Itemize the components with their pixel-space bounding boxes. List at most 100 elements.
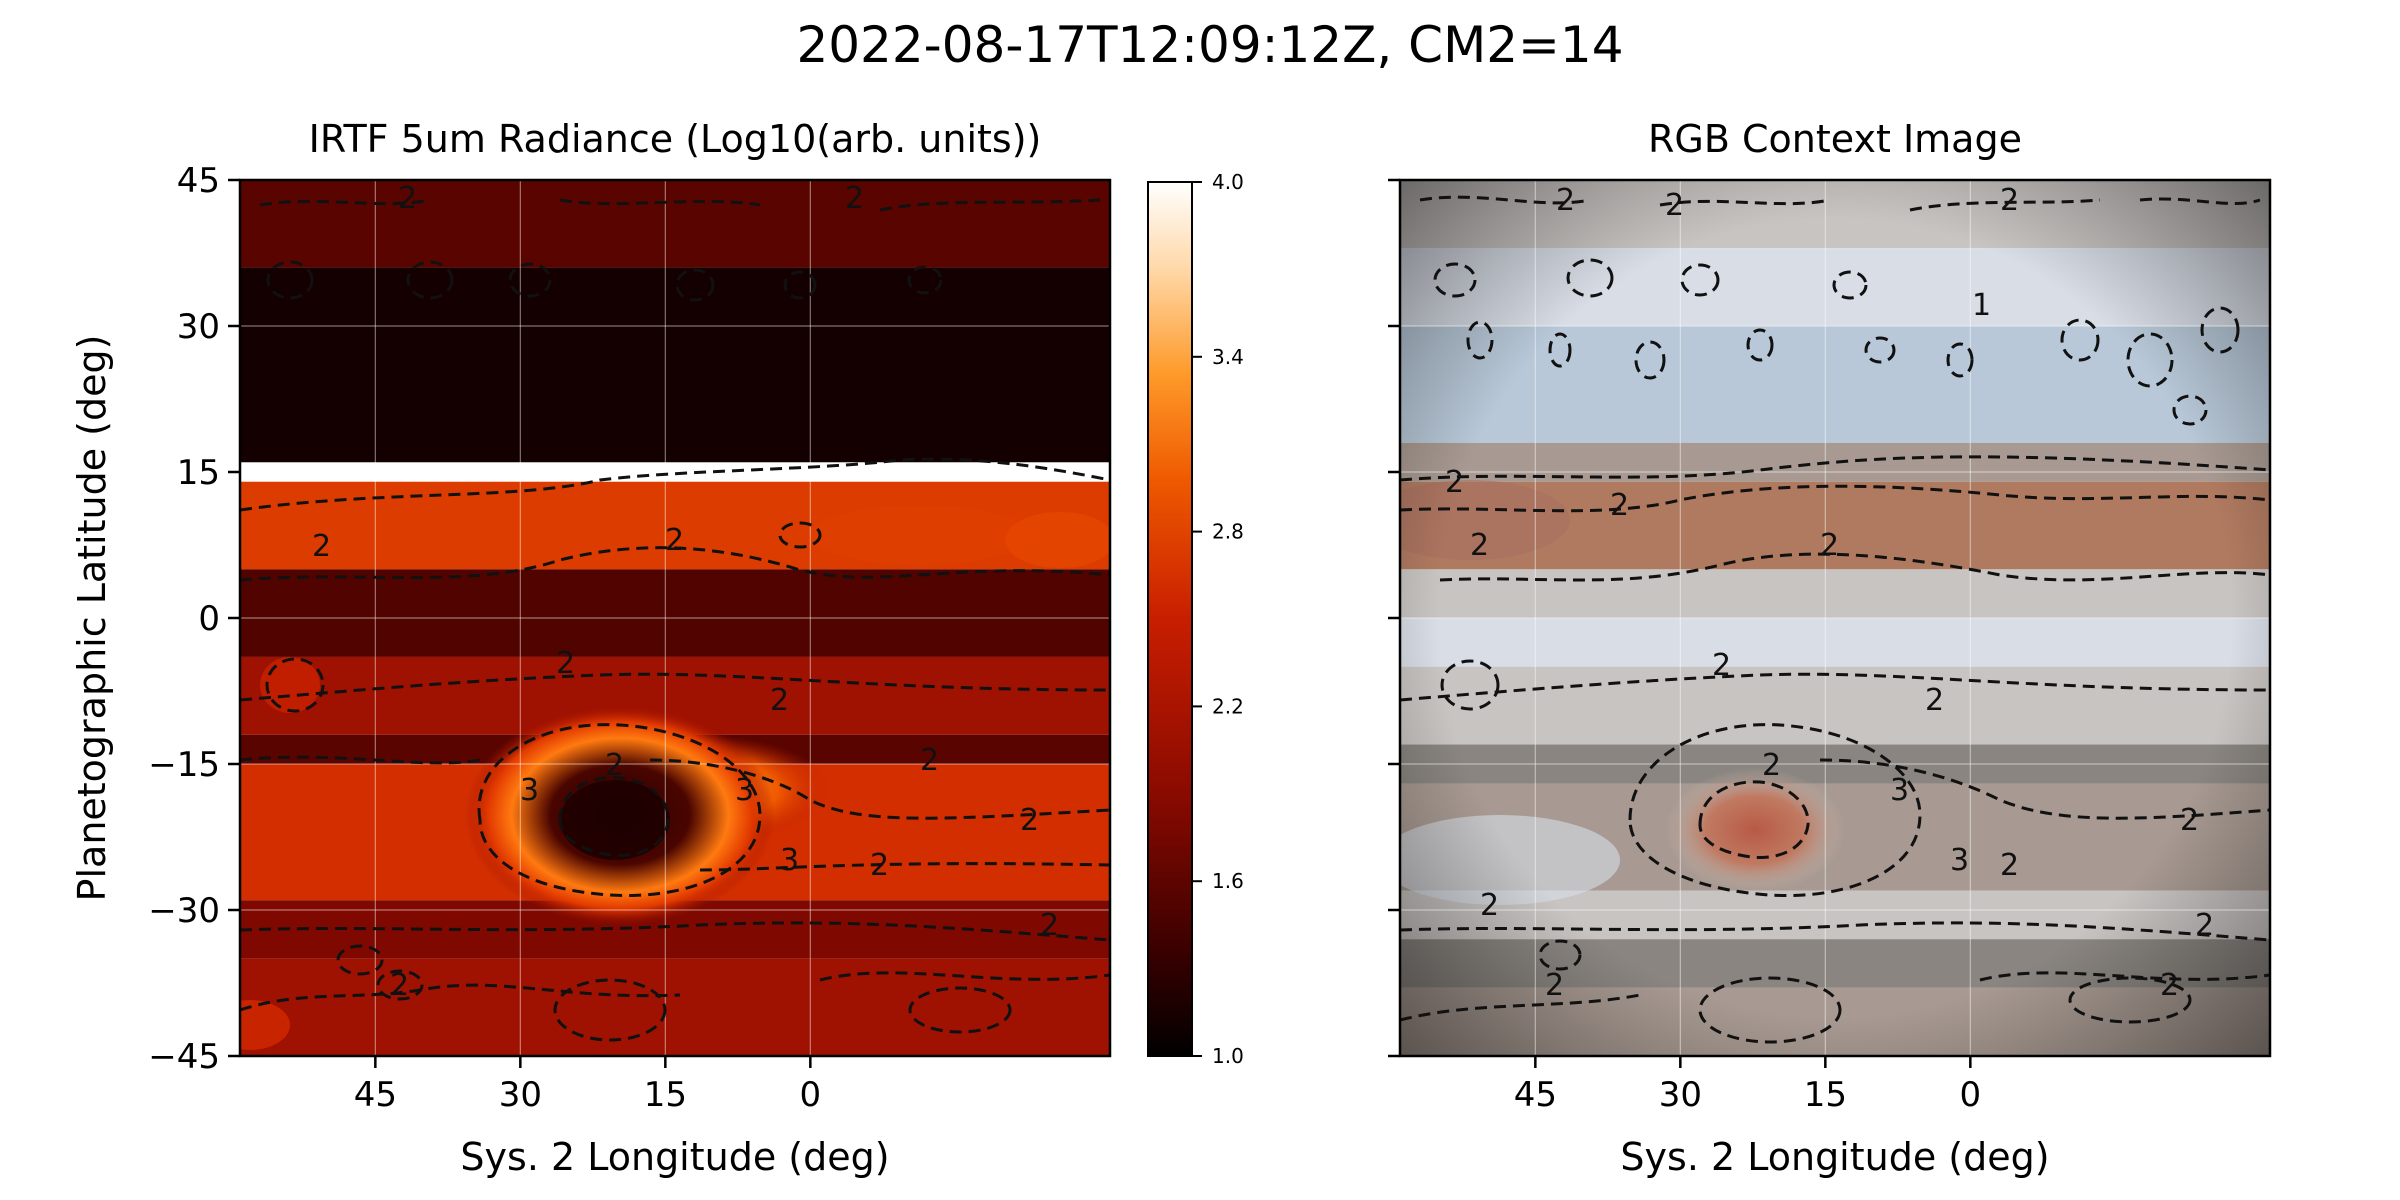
contour-line xyxy=(553,978,667,1042)
rgb-contours xyxy=(1400,195,2270,1044)
y-tick-label: 15 xyxy=(177,453,220,493)
contour-line xyxy=(1698,976,1842,1044)
contour-line xyxy=(778,521,822,549)
colorbar-tick-label: 2.8 xyxy=(1212,520,1244,544)
contour-line xyxy=(2200,306,2240,354)
x-tick-label: 45 xyxy=(354,1075,397,1115)
contour-label: 2 xyxy=(1820,528,1839,563)
radiance-contour-labels: 2 2 2 2 2 2 2 3 3 3 2 2 2 2 2 xyxy=(312,181,1059,1003)
contour-line xyxy=(240,672,1110,702)
contour-line xyxy=(2068,976,2192,1024)
figure-title: 2022-08-17T12:09:12Z, CM2=14 xyxy=(796,16,1623,74)
contour-line xyxy=(2060,318,2100,362)
contour-line xyxy=(259,198,1101,212)
hot-spot xyxy=(1005,512,1110,568)
rgb-panel: RGB Context Image xyxy=(1388,117,2272,1179)
x-tick-label: 30 xyxy=(499,1075,542,1115)
contour-label: 2 xyxy=(1762,748,1781,783)
contour-line xyxy=(649,758,1110,820)
colorbar-tick-label: 3.4 xyxy=(1212,345,1244,369)
radiance-features xyxy=(240,505,1110,1050)
contour-label: 2 xyxy=(870,848,889,883)
contour-line xyxy=(558,776,670,857)
colorbar-tick-label: 2.2 xyxy=(1212,694,1244,718)
contour-line xyxy=(336,944,384,976)
contour-label: 2 xyxy=(390,968,409,1003)
contour-line xyxy=(240,457,1110,512)
contour-line xyxy=(819,971,1110,982)
contour-line xyxy=(240,546,1110,582)
colorbar-tick-label: 4.0 xyxy=(1212,170,1244,194)
radiance-xlabel: Sys. 2 Longitude (deg) xyxy=(460,1135,889,1179)
contour-label: 2 xyxy=(1610,488,1629,523)
contour-line xyxy=(1832,270,1868,300)
contour-label: 2 xyxy=(398,181,417,216)
contour-line xyxy=(1538,939,1582,971)
contour-line xyxy=(783,270,817,300)
contour-label: 2 xyxy=(1020,803,1039,838)
contour-line xyxy=(1433,262,1477,298)
x-tick-label: 45 xyxy=(1514,1075,1557,1115)
contour-label: 2 xyxy=(1556,183,1575,218)
contour-line xyxy=(1819,758,2270,820)
contour-label: 3 xyxy=(520,773,539,808)
contour-line xyxy=(240,983,681,1012)
heatmap-band xyxy=(240,569,1110,657)
contour-label: 2 xyxy=(665,523,684,558)
heatmap-band xyxy=(240,958,1110,1056)
contour-line xyxy=(908,986,1012,1034)
contour-label: 2 xyxy=(1712,648,1731,683)
radiance-ticks: 45 30 15 0 45 30 15 0 −15 −30 −45 xyxy=(148,161,821,1115)
y-tick-label: 0 xyxy=(198,599,220,639)
y-tick-label: −45 xyxy=(148,1037,220,1077)
contour-label: 2 xyxy=(605,748,624,783)
rgb-grid xyxy=(1400,180,2270,1056)
contour-label: 2 xyxy=(845,181,864,216)
x-tick-label: 0 xyxy=(800,1075,822,1115)
contour-label: 2 xyxy=(312,529,331,564)
contour-label: 2 xyxy=(556,646,575,681)
radiance-ylabel: Planetographic Latitude (deg) xyxy=(70,335,114,902)
contour-label: 2 xyxy=(1925,683,1944,718)
colorbar-gradient xyxy=(1147,181,1193,1057)
contour-line xyxy=(675,268,715,302)
rgb-vignette xyxy=(1400,180,2270,1056)
heatmap-band xyxy=(240,180,1110,268)
radiance-grid xyxy=(240,180,1110,1056)
contour-line xyxy=(508,262,552,298)
contour-label: 2 xyxy=(2000,183,2019,218)
hot-spot xyxy=(810,505,1030,565)
contour-line xyxy=(477,723,762,898)
colorbar: 1.0 1.6 2.2 2.8 3.4 4.0 xyxy=(1147,170,1244,1068)
contour-label: 2 xyxy=(2195,908,2214,943)
contour-line xyxy=(240,755,481,765)
contour-label: 2 xyxy=(1470,528,1489,563)
contour-line xyxy=(1400,921,2270,942)
y-tick-label: −15 xyxy=(148,745,220,785)
rgb-xlabel: Sys. 2 Longitude (deg) xyxy=(1620,1135,2049,1179)
colorbar-ticks: 1.0 1.6 2.2 2.8 3.4 4.0 xyxy=(1192,170,1244,1068)
radiance-panel-title: IRTF 5um Radiance (Log10(arb. units)) xyxy=(309,117,1042,161)
x-tick-label: 30 xyxy=(1659,1075,1702,1115)
contour-line xyxy=(1400,455,2270,482)
contour-label: 2 xyxy=(2180,803,2199,838)
contour-line xyxy=(1864,336,1896,364)
contour-line xyxy=(376,969,424,1001)
contour-line xyxy=(265,657,325,713)
y-tick-label: 45 xyxy=(177,161,220,201)
contour-line xyxy=(406,260,454,300)
contour-line xyxy=(1400,971,2270,1022)
contour-line xyxy=(1634,340,1666,380)
hot-spot xyxy=(240,1000,290,1050)
x-tick-label: 15 xyxy=(1804,1075,1847,1115)
rgb-contour-labels: 2 2 2 1 2 2 2 2 2 2 2 3 3 2 2 2 2 2 2 xyxy=(1445,183,2214,1003)
contour-label: 2 xyxy=(1040,908,1059,943)
colorbar-tick-label: 1.0 xyxy=(1212,1044,1244,1068)
hot-spot xyxy=(260,657,320,713)
y-tick-label: −30 xyxy=(148,891,220,931)
contour-line xyxy=(907,265,943,295)
contour-line xyxy=(2126,332,2174,388)
contour-line xyxy=(1466,320,1494,360)
contour-label: 3 xyxy=(735,773,754,808)
